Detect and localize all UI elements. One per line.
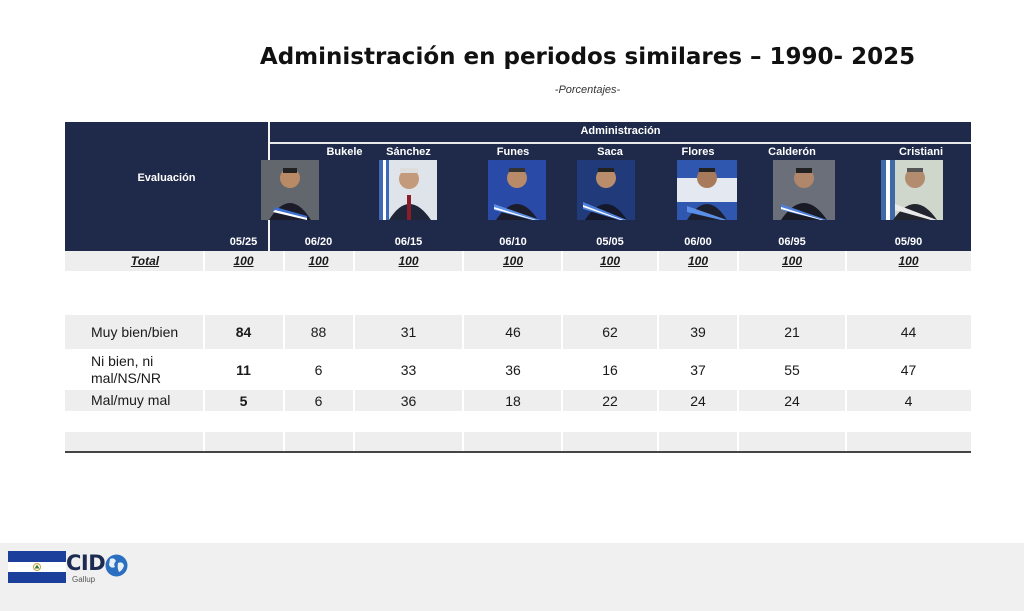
column-divider [845,251,847,451]
total-label: Total [130,254,160,268]
date-06-00: 06/00 [684,236,712,248]
table-cell: 47 [900,361,917,378]
table-cell: 24 [784,392,800,409]
president-photo-flores [677,160,737,220]
president-photo-bukele [261,160,319,220]
column-divider [737,251,739,451]
date-05-25: 05/25 [229,236,258,248]
total-cell: 100 [687,254,709,268]
table-row: Muy bien/bien 84 88 31 46 62 39 21 44 [65,315,971,349]
column-divider [657,251,659,451]
administration-underline [270,142,971,144]
table-cell: 55 [784,361,800,378]
column-divider [462,251,464,451]
cid-logo-text: CID [66,551,106,575]
table-row: Mal/muy mal 5 6 36 18 22 24 24 4 [65,390,971,411]
administration-header: Administración [580,125,661,137]
table-cell: 6 [314,392,323,409]
globe-icon [105,554,128,577]
row-label: Mal/muy mal [91,392,171,408]
column-divider [561,251,563,451]
table-cell: 33 [400,361,417,378]
empty-row [65,432,971,451]
table-cell: 88 [310,324,327,340]
evaluation-header: Evaluación [137,172,196,184]
table-cell: 11 [236,361,251,378]
table-cell: 62 [602,324,618,340]
table-cell: 36 [505,361,521,378]
total-cell: 100 [308,254,329,268]
total-cell: 100 [233,254,254,268]
total-cell: 100 [398,254,419,268]
president-name-saca: Saca [597,146,623,158]
president-photo-funes [488,160,546,220]
total-cell: 100 [898,254,919,268]
date-06-15: 06/15 [394,236,423,248]
table-cell: 22 [602,392,618,409]
date-06-95: 06/95 [778,236,806,248]
table-cell: 36 [400,392,417,409]
table-cell: 37 [690,361,706,378]
page-subtitle: -Porcentajes- [554,84,621,96]
table-cell: 18 [505,392,521,409]
total-cell: 100 [599,254,621,268]
president-name-cristiani: Cristiani [898,146,943,158]
president-name-flores: Flores [681,146,715,158]
total-row: Total 100 100 100 100 100 100 100 100 [65,251,971,271]
table-row: Ni bien, ni mal/NS/NR 11 6 33 36 16 37 5… [65,349,971,390]
table-cell: 84 [235,324,252,340]
table-cell: 5 [239,392,248,409]
table-cell: 44 [900,324,917,340]
footer-bar [0,543,1024,611]
page-title: Administración en periodos similares – 1… [259,44,916,70]
table-header: Evaluación Administración Bukele Sánchez… [65,122,971,251]
column-divider [203,251,205,451]
president-photo-saca [577,160,635,220]
president-photo-sanchez [379,160,437,220]
president-photo-cristiani [881,160,943,220]
date-05-05: 05/05 [596,236,624,248]
president-name-funes: Funes [496,146,530,158]
table-cell: 24 [690,392,706,409]
row-label: Ni bien, ni mal/NS/NR [91,352,162,386]
table-cell: 16 [602,361,618,378]
el-salvador-flag-icon [8,551,66,583]
date-06-10: 06/10 [499,236,527,248]
date-06-20: 06/20 [304,236,333,248]
table-cell: 6 [314,361,323,378]
total-cell: 100 [781,254,803,268]
table-cell: 46 [505,324,521,340]
total-cell: 100 [502,254,524,268]
row-label: Muy bien/bien [91,323,179,340]
table-cell: 39 [690,324,706,340]
gallup-logo-text: Gallup [72,575,96,584]
date-05-90: 05/90 [894,236,923,248]
column-divider [353,251,355,451]
table-cell: 21 [784,324,800,340]
president-name-sanchez: Sánchez [386,146,431,158]
table-cell: 4 [904,392,913,409]
president-name-calderon: Calderón [768,146,816,158]
table-cell: 31 [400,324,417,340]
column-divider [283,251,285,451]
president-name-bukele: Bukele [326,146,363,158]
president-photo-calderon [773,160,835,220]
table-bottom-rule [65,451,971,453]
